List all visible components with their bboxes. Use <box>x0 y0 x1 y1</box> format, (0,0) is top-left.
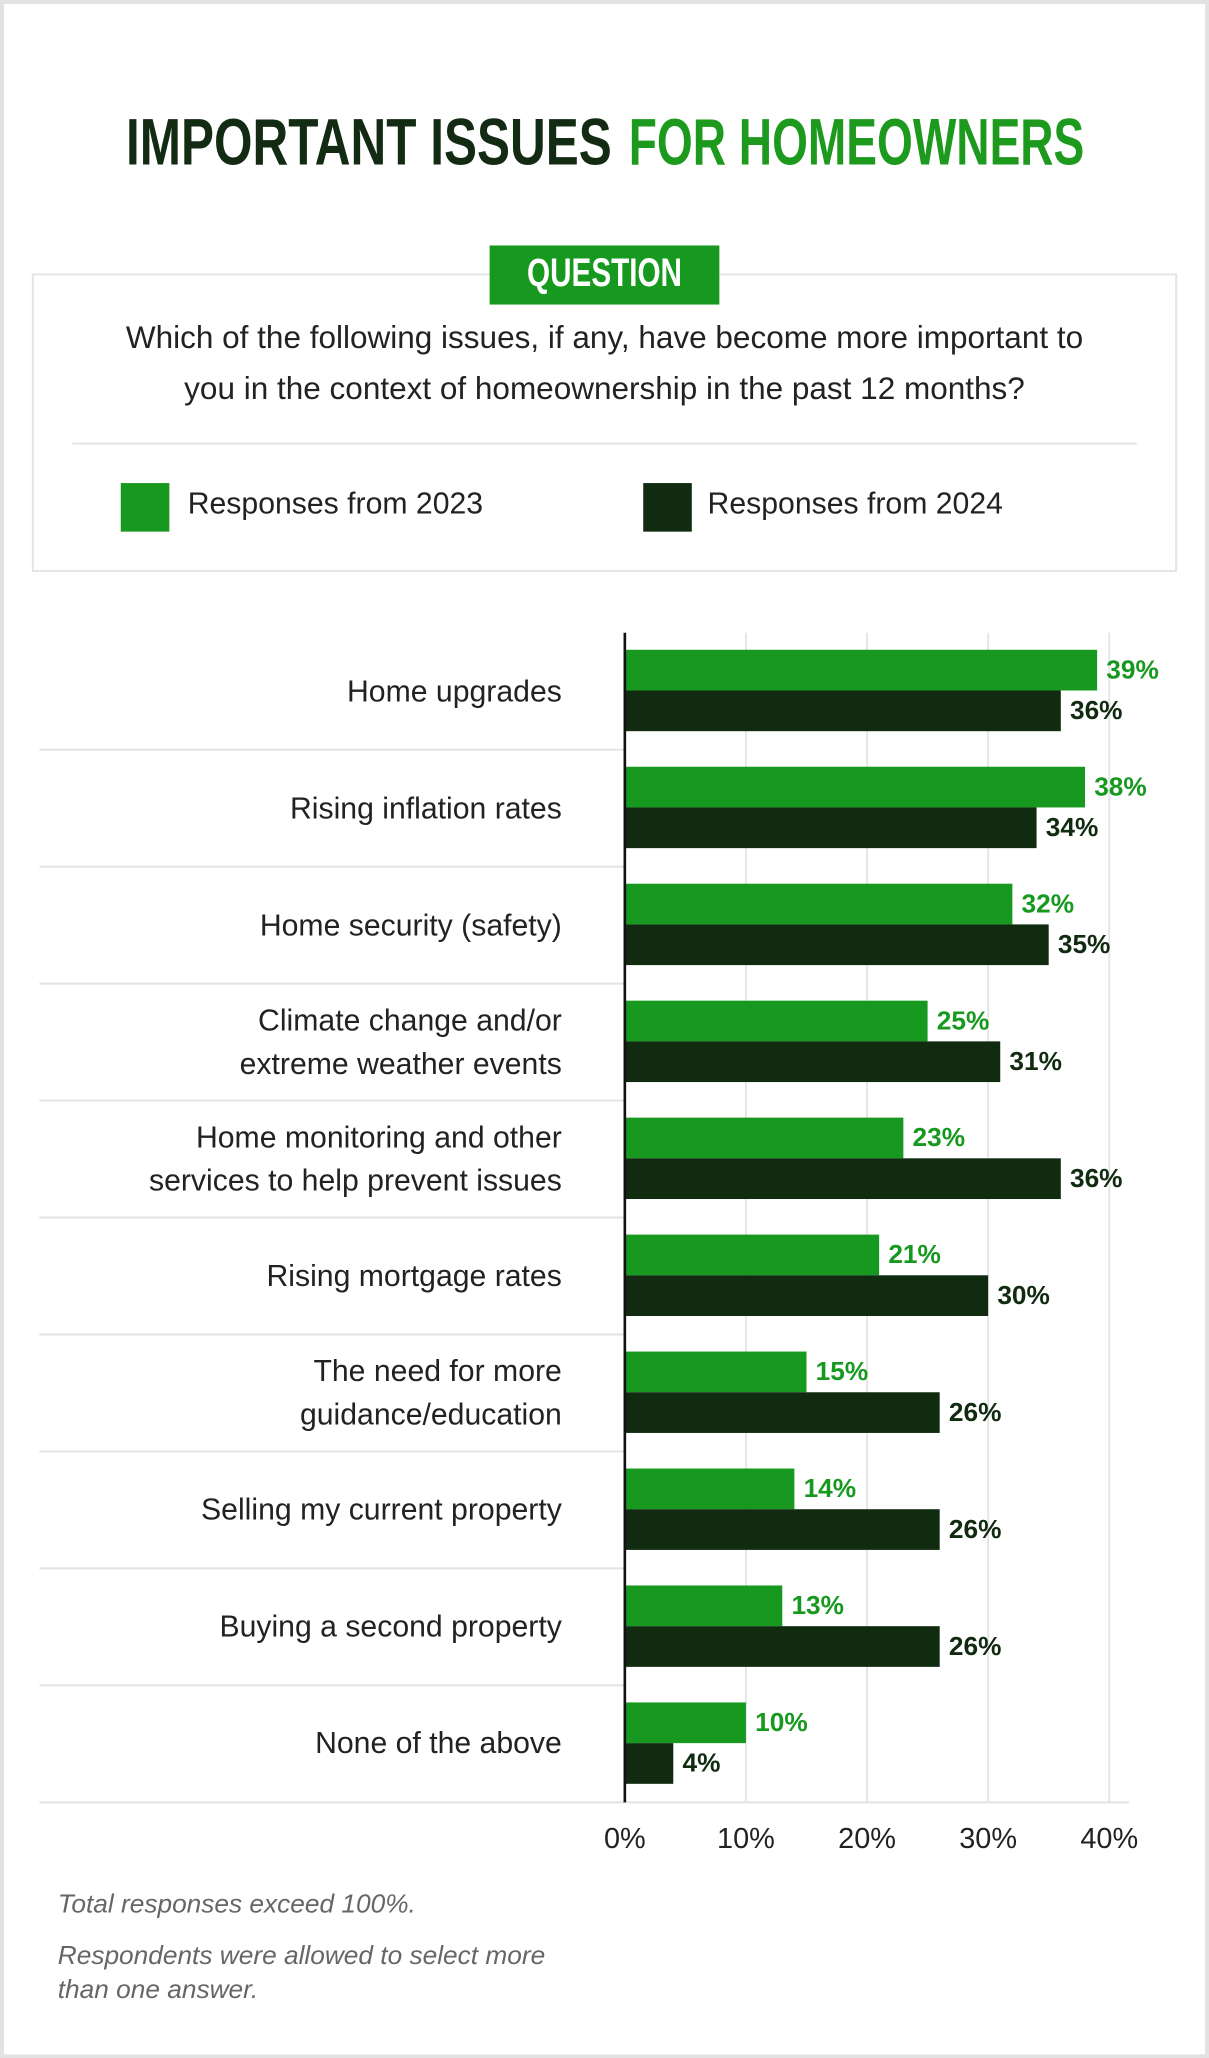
bar <box>624 1275 989 1316</box>
value-label: 26% <box>949 1631 1002 1661</box>
question-text: Which of the following issues, if any, h… <box>125 320 1084 407</box>
legend-label: Responses from 2023 <box>187 485 484 520</box>
category-label: Climate change and/or extreme weather ev… <box>239 1002 562 1081</box>
category-label: Home upgrades <box>347 673 562 708</box>
chart-title-highlight: FOR HOMEOWNERS <box>629 105 1085 178</box>
footnote: Total responses exceed 100%. <box>57 1890 416 1920</box>
category-label: Buying a second property <box>219 1609 562 1644</box>
category-label: Selling my current property <box>201 1492 562 1527</box>
value-label: 23% <box>913 1122 966 1152</box>
legend-swatch <box>643 483 692 532</box>
bar <box>624 1117 904 1159</box>
bar <box>624 883 1013 925</box>
bar <box>624 807 1037 849</box>
bar <box>624 1585 783 1627</box>
value-label: 34% <box>1046 812 1099 842</box>
value-label: 39% <box>1106 654 1159 684</box>
value-label: 36% <box>1070 695 1123 725</box>
category-label: Home monitoring and other services to he… <box>148 1119 562 1198</box>
bar <box>624 1351 807 1393</box>
x-tick-label: 20% <box>838 1823 896 1855</box>
x-tick-label: 10% <box>717 1823 775 1855</box>
category-label: Home security (safety) <box>259 907 562 942</box>
value-label: 36% <box>1070 1163 1123 1193</box>
value-label: 38% <box>1094 771 1147 801</box>
x-tick-label: 30% <box>959 1823 1017 1855</box>
value-label: 14% <box>804 1473 857 1503</box>
category-label: Rising mortgage rates <box>266 1258 562 1293</box>
bar <box>624 649 1098 691</box>
value-label: 25% <box>937 1005 990 1035</box>
bar <box>624 690 1061 732</box>
value-label: 15% <box>816 1356 869 1386</box>
bar <box>624 1392 940 1433</box>
x-tick-label: 0% <box>604 1823 646 1855</box>
bar <box>624 1743 674 1784</box>
bar <box>624 1158 1061 1200</box>
category-label: None of the above <box>315 1726 562 1761</box>
value-label: 31% <box>1009 1046 1062 1076</box>
value-label: 26% <box>949 1514 1002 1544</box>
bar <box>624 924 1049 966</box>
category-label: The need for more guidance/education <box>299 1353 562 1432</box>
bar <box>624 1000 928 1042</box>
value-label: 32% <box>1022 888 1075 918</box>
value-label: 30% <box>997 1280 1050 1310</box>
bar <box>624 1234 880 1276</box>
chart-title: IMPORTANT ISSUES <box>126 105 612 178</box>
bar <box>624 1041 1001 1083</box>
value-label: 26% <box>949 1397 1002 1427</box>
footnote: Respondents were allowed to select more … <box>57 1941 546 2005</box>
value-label: 35% <box>1058 929 1111 959</box>
bar <box>624 1626 940 1667</box>
bar <box>624 1509 940 1550</box>
category-label: Rising inflation rates <box>289 790 562 825</box>
bar <box>624 1468 795 1510</box>
value-label: 13% <box>791 1590 844 1620</box>
legend-swatch <box>120 483 170 532</box>
bar <box>624 1702 746 1744</box>
x-tick-label: 40% <box>1080 1823 1138 1855</box>
question-label: QUESTION <box>527 251 682 295</box>
question-badge <box>489 245 720 305</box>
value-label: 10% <box>755 1707 808 1737</box>
question-box <box>31 273 1178 573</box>
legend-label: Responses from 2024 <box>707 485 1003 520</box>
value-label: 21% <box>888 1239 941 1269</box>
bar <box>624 766 1086 808</box>
value-label: 4% <box>682 1748 720 1778</box>
